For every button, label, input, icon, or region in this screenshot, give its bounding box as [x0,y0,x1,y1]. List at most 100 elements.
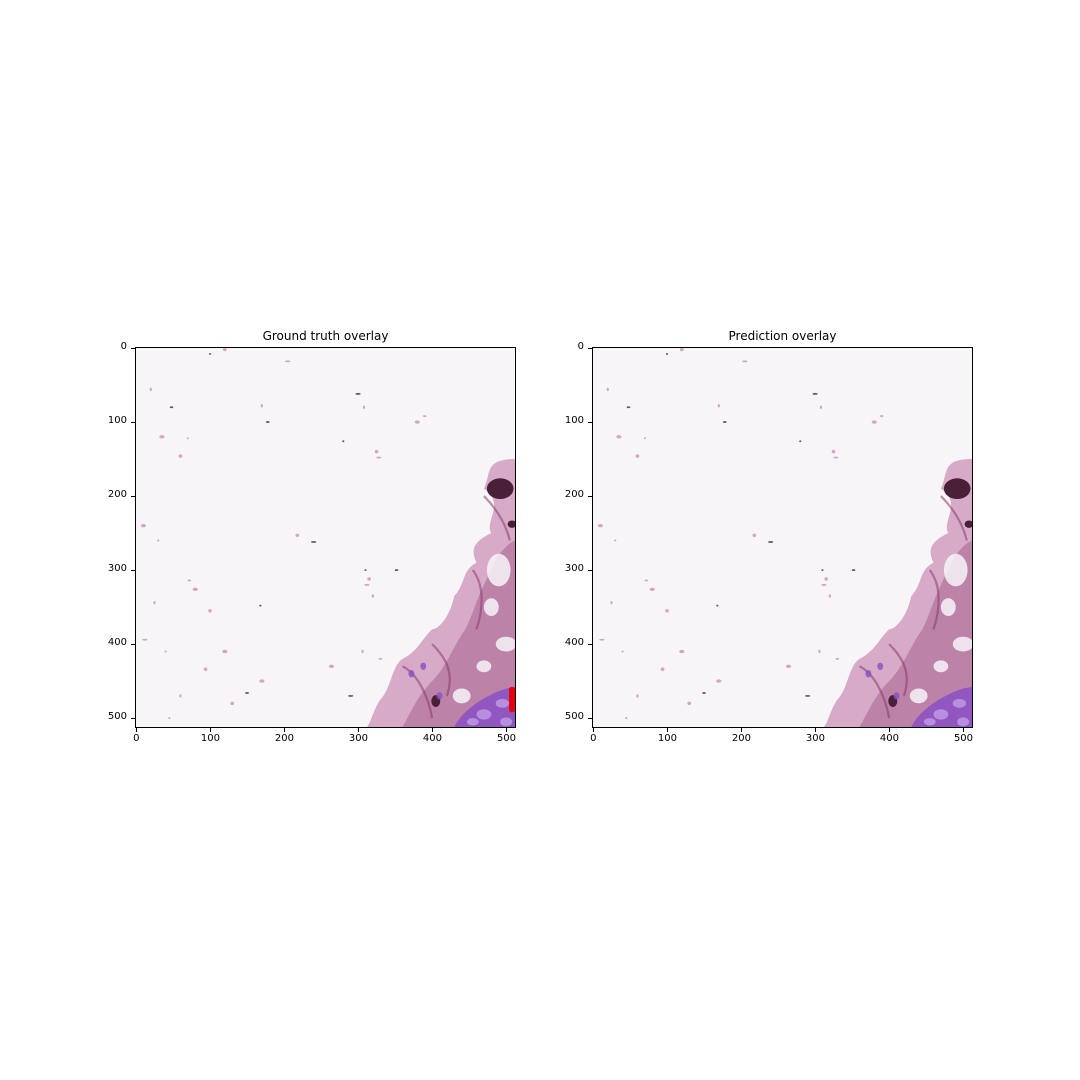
tissue-speck [626,406,631,409]
tissue-speck [679,649,685,654]
tissue-gap [940,598,956,616]
tissue-speck [752,533,757,537]
tissue-gap [909,688,928,704]
y-tick-mark [131,496,135,498]
nucleus [893,692,900,700]
tissue-speck [606,387,609,392]
tissue-speck [208,609,212,613]
tissue-gap [943,553,968,587]
x-tick-mark [889,728,891,732]
tissue-speck [717,404,720,408]
nuclei-region [454,687,515,727]
x-tick-label: 400 [422,733,442,744]
nucleus [952,698,967,708]
y-tick-mark [588,422,592,424]
tissue-speck [644,579,649,582]
tissue-speck [157,539,160,542]
tissue-speck [805,694,811,697]
tissue-speck [187,579,192,582]
tissue-speck [599,638,605,641]
x-tick-mark [741,728,743,732]
y-tick-mark [588,348,592,350]
ground-truth-mask [509,687,515,713]
tissue-speck [208,352,212,355]
y-tick-mark [588,644,592,646]
tissue-speck [871,420,877,424]
prediction-title: Prediction overlay [728,329,837,343]
tissue-speck [768,540,774,543]
tissue-speck [785,664,792,669]
tissue-speck [716,679,722,683]
tissue-speck [348,694,354,697]
tissue-speck [295,533,300,537]
y-tick-mark [588,496,592,498]
tissue-speck [362,405,366,409]
tissue-speck [285,360,291,363]
nucleus [923,718,936,726]
tissue-speck [179,694,182,698]
x-tick-label: 500 [496,733,517,744]
dark-cell-cluster [507,520,515,528]
x-tick-label: 200 [731,733,751,744]
y-tick-label: 400 [564,637,584,649]
tissue-region [366,459,515,727]
x-tick-label: 300 [805,733,825,744]
tissue-speck [364,583,370,586]
tissue-speck [824,577,829,581]
x-tick-mark [593,728,595,732]
nucleus [865,670,872,678]
prediction-panel: Prediction overlay 0 100 200 300 400 500 0 100 2… [547,320,977,760]
dark-cell-cluster [943,478,971,500]
tissue-speck [649,587,655,592]
x-tick-mark [136,728,138,732]
tissue-speck [378,657,383,660]
tissue-speck [799,440,802,443]
tissue-speck [635,454,640,458]
y-tick-mark [131,348,135,350]
tissue-speck [818,649,821,654]
tissue-speck [153,600,156,605]
tissue-dense-region [859,540,972,727]
tissue-speck [625,717,628,720]
tissue-gap [483,598,499,616]
nucleus [420,662,427,671]
nuclei-region [911,687,972,727]
tissue-speck [159,435,165,439]
tissue-speck [367,577,372,581]
y-tick-mark [588,718,592,720]
tissue-speck [245,691,249,694]
tissue-speck [660,667,665,671]
tissue-speck [178,454,183,458]
nucleus [408,670,415,678]
tissue-speck [394,569,399,572]
tissue-speck [833,456,839,459]
tissue-speck [186,437,189,440]
tissue-speck [371,594,374,598]
tissue-speck [636,694,639,698]
tissue-speck [812,392,818,395]
tissue-speck [168,717,171,720]
x-tick-mark [432,728,434,732]
y-tick-label: 0 [577,341,584,353]
x-tick-label: 100 [200,733,220,744]
tissue-speck [140,523,146,528]
tissue-speck [722,421,727,423]
tissue-speck [821,569,824,572]
nucleus [877,662,884,671]
tissue-speck [742,360,748,363]
y-tick-label: 500 [564,711,584,723]
histology-image [593,348,972,727]
tissue-speck [687,701,692,706]
tissue-fiber [858,665,891,719]
x-tick-label: 400 [879,733,899,744]
nucleus [436,692,443,700]
ground-truth-panel: Ground truth overlay 0 100 200 300 400 500 0 10… [90,320,520,760]
tissue-speck [851,569,856,572]
x-tick-mark [210,728,212,732]
nucleus [495,698,510,708]
tissue-speck [643,437,646,440]
y-tick-label: 0 [120,341,127,353]
y-tick-label: 400 [107,637,127,649]
tissue-speck [597,523,603,528]
tissue-speck [821,583,827,586]
